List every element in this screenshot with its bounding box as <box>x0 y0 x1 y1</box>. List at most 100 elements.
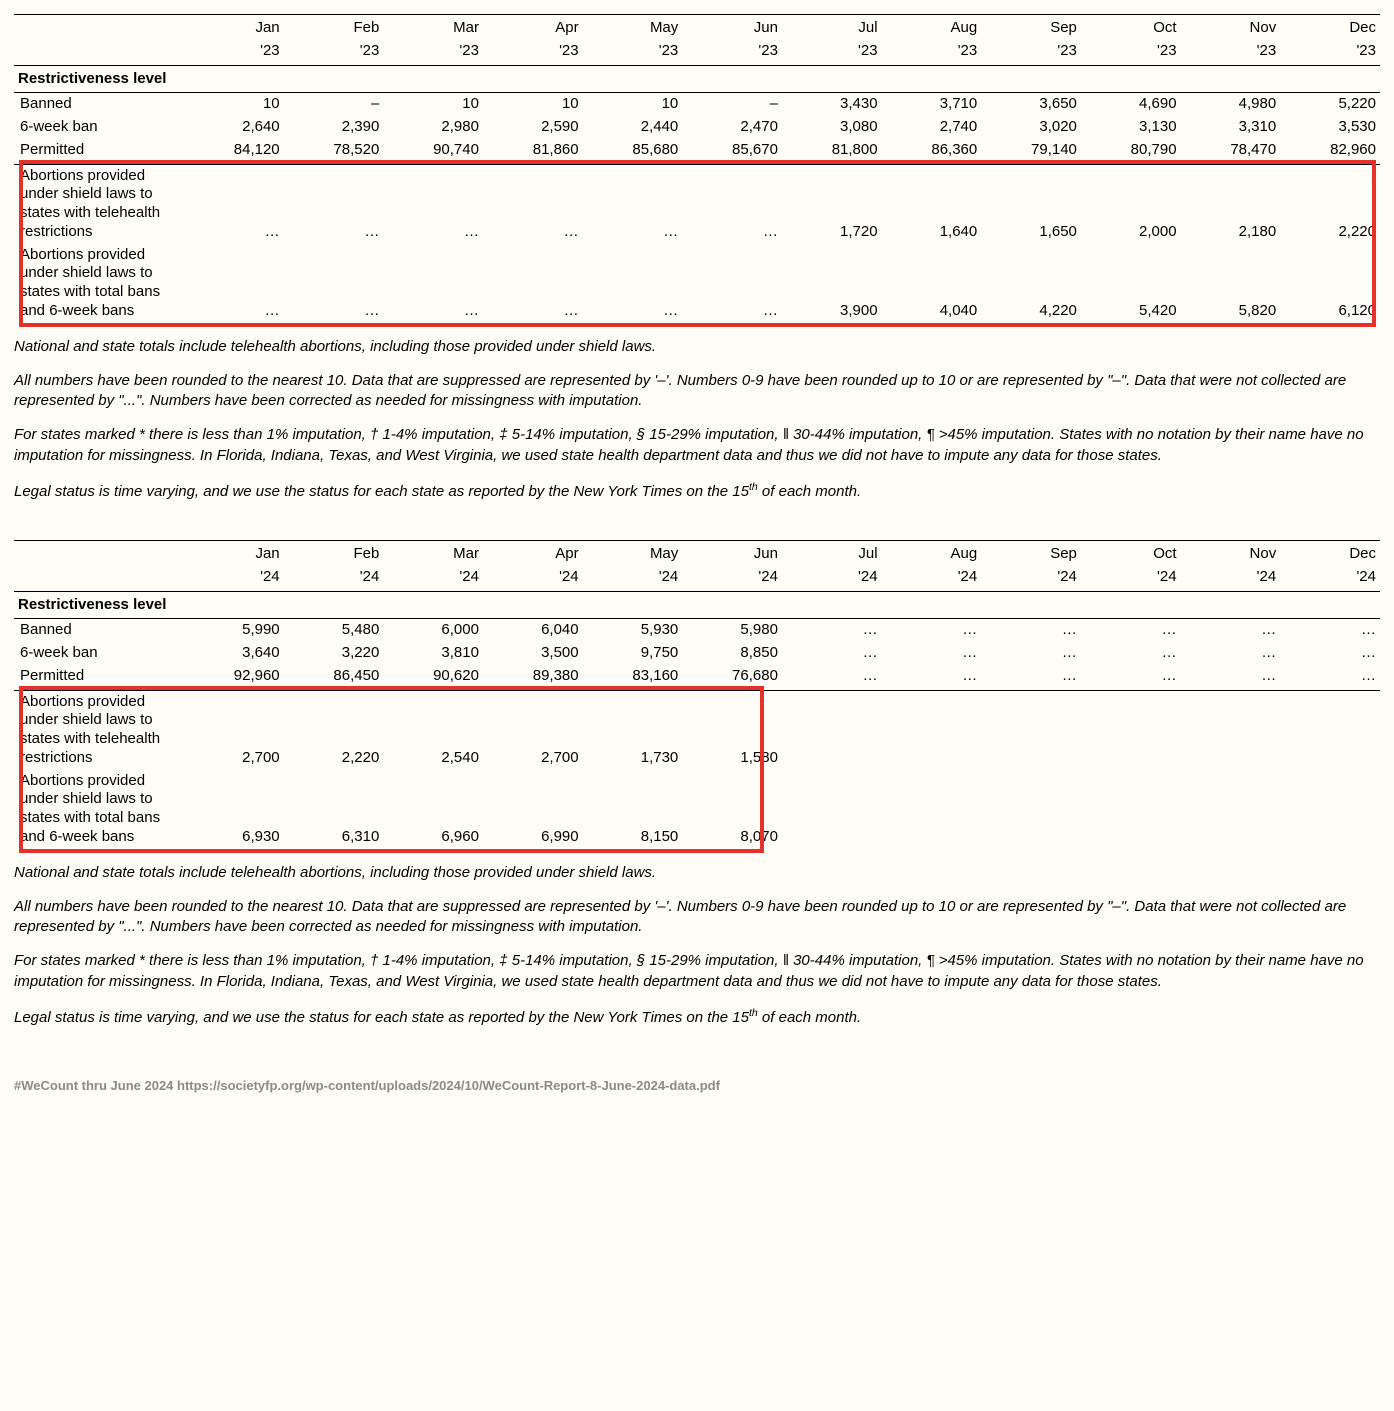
note-p2: All numbers have been rounded to the nea… <box>14 897 1380 938</box>
data-cell: … <box>981 619 1081 642</box>
col-year: '24 <box>383 566 483 591</box>
table-row: Abortions provided under shield laws to … <box>14 770 1380 849</box>
section-title: Restrictiveness level <box>14 591 1380 619</box>
data-cell: … <box>882 642 982 665</box>
section-title: Restrictiveness level <box>14 65 1380 93</box>
data-table: JanFebMarAprMayJunJulAugSepOctNovDec'24'… <box>14 540 1380 849</box>
col-month: May <box>583 15 683 40</box>
data-cell: 1,730 <box>583 690 683 770</box>
data-cell: … <box>782 619 882 642</box>
data-cell <box>782 690 882 770</box>
data-cell: 3,430 <box>782 93 882 116</box>
data-cell: 5,420 <box>1081 244 1181 323</box>
data-cell: 90,740 <box>383 139 483 164</box>
row-label: Abortions provided under shield laws to … <box>14 244 184 323</box>
col-month: Mar <box>383 15 483 40</box>
col-year: '24 <box>682 566 782 591</box>
data-cell: 3,130 <box>1081 116 1181 139</box>
data-cell: … <box>682 164 782 244</box>
data-cell: 3,310 <box>1181 116 1281 139</box>
note-p4: Legal status is time varying, and we use… <box>14 1006 1380 1028</box>
data-cell: 3,500 <box>483 642 583 665</box>
data-cell: 6,960 <box>383 770 483 849</box>
data-cell: 78,470 <box>1181 139 1281 164</box>
row-label: Permitted <box>14 139 184 164</box>
data-cell: 4,690 <box>1081 93 1181 116</box>
data-cell: 5,480 <box>284 619 384 642</box>
data-cell: 2,390 <box>284 116 384 139</box>
data-cell: … <box>1181 665 1281 690</box>
header-empty <box>14 566 184 591</box>
data-cell <box>1181 690 1281 770</box>
data-cell: 1,650 <box>981 164 1081 244</box>
data-cell: … <box>981 642 1081 665</box>
data-cell: … <box>583 164 683 244</box>
data-cell: 78,520 <box>284 139 384 164</box>
data-cell: … <box>1181 619 1281 642</box>
col-month: Oct <box>1081 541 1181 566</box>
row-label: 6-week ban <box>14 642 184 665</box>
data-cell: … <box>782 642 882 665</box>
data-cell: 5,990 <box>184 619 284 642</box>
footer-citation: #WeCount thru June 2024 https://societyf… <box>14 1078 1380 1093</box>
data-cell: 10 <box>184 93 284 116</box>
data-cell: 3,650 <box>981 93 1081 116</box>
col-month: Feb <box>284 541 384 566</box>
data-cell: 3,640 <box>184 642 284 665</box>
data-cell: 8,070 <box>682 770 782 849</box>
data-cell: … <box>383 164 483 244</box>
data-cell: 1,580 <box>682 690 782 770</box>
data-cell <box>782 770 882 849</box>
data-cell: 82,960 <box>1280 139 1380 164</box>
data-cell: 8,850 <box>682 642 782 665</box>
data-cell: 3,530 <box>1280 116 1380 139</box>
col-year: '24 <box>782 566 882 591</box>
data-cell: 83,160 <box>583 665 683 690</box>
table-row: 6-week ban2,6402,3902,9802,5902,4402,470… <box>14 116 1380 139</box>
data-cell: 2,980 <box>383 116 483 139</box>
row-label: Abortions provided under shield laws to … <box>14 164 184 244</box>
row-label: 6-week ban <box>14 116 184 139</box>
col-year: '23 <box>184 40 284 65</box>
table-notes: National and state totals include telehe… <box>14 337 1380 503</box>
data-cell: 2,700 <box>184 690 284 770</box>
data-cell <box>1280 770 1380 849</box>
data-cell <box>882 770 982 849</box>
data-cell: … <box>1081 642 1181 665</box>
col-year: '23 <box>1181 40 1281 65</box>
data-cell: … <box>383 244 483 323</box>
data-cell: 4,980 <box>1181 93 1281 116</box>
data-cell: 2,700 <box>483 690 583 770</box>
data-cell: 2,740 <box>882 116 982 139</box>
note-p1: National and state totals include telehe… <box>14 337 1380 357</box>
row-label: Permitted <box>14 665 184 690</box>
table-row: Abortions provided under shield laws to … <box>14 164 1380 244</box>
data-cell: 3,020 <box>981 116 1081 139</box>
data-cell: 1,640 <box>882 164 982 244</box>
data-cell: … <box>483 164 583 244</box>
note-p1: National and state totals include telehe… <box>14 863 1380 883</box>
data-cell: 79,140 <box>981 139 1081 164</box>
data-cell: 90,620 <box>383 665 483 690</box>
table-section-1: JanFebMarAprMayJunJulAugSepOctNovDec'24'… <box>14 540 1380 1028</box>
header-empty <box>14 541 184 566</box>
col-month: Jul <box>782 541 882 566</box>
col-month: Feb <box>284 15 384 40</box>
table-row: Permitted84,12078,52090,74081,86085,6808… <box>14 139 1380 164</box>
col-year: '23 <box>1280 40 1380 65</box>
row-label: Banned <box>14 619 184 642</box>
col-year: '23 <box>583 40 683 65</box>
data-cell: … <box>1081 619 1181 642</box>
data-cell: 5,980 <box>682 619 782 642</box>
data-cell: … <box>1181 642 1281 665</box>
data-table: JanFebMarAprMayJunJulAugSepOctNovDec'23'… <box>14 14 1380 323</box>
col-year: '24 <box>981 566 1081 591</box>
data-cell: 9,750 <box>583 642 683 665</box>
col-year: '24 <box>184 566 284 591</box>
data-cell: 10 <box>383 93 483 116</box>
note-p3: For states marked * there is less than 1… <box>14 951 1380 992</box>
data-cell: 92,960 <box>184 665 284 690</box>
data-cell: 2,540 <box>383 690 483 770</box>
data-cell: 5,220 <box>1280 93 1380 116</box>
col-year: '24 <box>1280 566 1380 591</box>
